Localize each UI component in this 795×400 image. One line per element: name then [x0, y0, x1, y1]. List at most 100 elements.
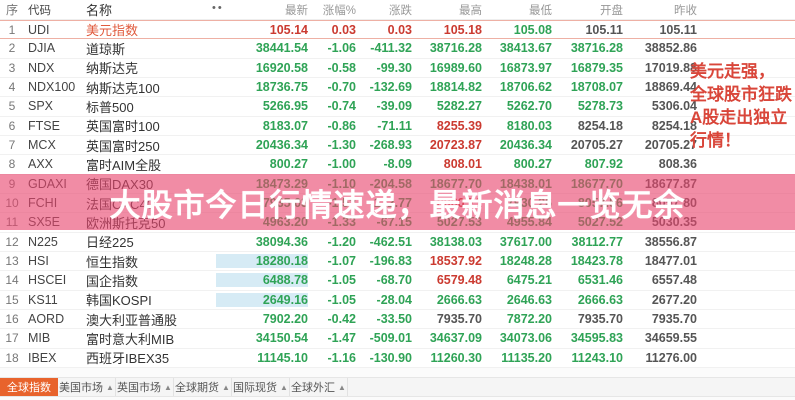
col-low[interactable]: 最低 — [529, 4, 552, 17]
table-row[interactable]: 18 IBEX 西班牙IBEX35 11145.10 -1.16 -130.90… — [0, 348, 795, 368]
tab-label: 英国市场 — [117, 382, 162, 394]
cell-low: 16873.97 — [499, 60, 552, 75]
cell-change: -8.09 — [383, 157, 413, 172]
tab-arrow-icon: ▲ — [222, 382, 230, 392]
cell-change: -509.01 — [369, 331, 412, 346]
cell-pct-change: -1.07 — [327, 254, 357, 269]
table-row[interactable]: 3 NDX 纳斯达克 16920.58 -0.58 -99.30 16989.6… — [0, 58, 795, 78]
cell-high: 18814.82 — [429, 80, 482, 95]
row-seq: 13 — [5, 254, 19, 269]
col-seq[interactable]: 序 — [5, 3, 18, 17]
cell-prev-close: 38852.86 — [644, 41, 697, 56]
row-name: 纳斯达克 — [86, 61, 139, 77]
cell-prev-close: 6557.48 — [651, 273, 697, 288]
row-code: AORD — [28, 312, 65, 327]
column-settings-icon[interactable]: •• — [212, 2, 224, 14]
tab-label: 全球指数 — [7, 382, 51, 394]
row-name: 韩国KOSPI — [86, 293, 152, 309]
row-code: DJIA — [28, 41, 56, 56]
row-name: 道琼斯 — [86, 42, 126, 57]
table-row[interactable]: 6 FTSE 英国富时100 8183.07 -0.86 -71.11 8255… — [0, 116, 795, 136]
cell-low: 5262.70 — [506, 99, 552, 114]
cell-last: 18280.18 — [216, 254, 308, 269]
cell-high: 11260.30 — [430, 350, 482, 365]
cell-pct-change: -0.58 — [327, 60, 357, 75]
cell-last: 800.27 — [269, 157, 308, 172]
cell-prev-close: 2677.20 — [651, 292, 697, 307]
row-seq: 3 — [8, 60, 16, 75]
cell-open: 5278.73 — [577, 99, 623, 114]
cell-change: -68.70 — [376, 273, 412, 288]
cell-open: 16879.35 — [570, 60, 623, 75]
tab-market-3[interactable]: 全球期货 ▲ — [174, 378, 232, 396]
tab-arrow-icon: ▲ — [106, 382, 114, 392]
row-code: MIB — [28, 331, 51, 346]
row-name: 日经225 — [86, 235, 134, 251]
cell-last: 7902.20 — [262, 312, 308, 327]
col-pct[interactable]: 涨幅% — [322, 4, 356, 17]
col-chg[interactable]: 涨跌 — [389, 4, 412, 17]
tab-label: 全球外汇 — [291, 382, 336, 394]
col-code[interactable]: 代码 — [28, 4, 51, 17]
table-row[interactable]: 8 AXX 富时AIM全股 800.27 -1.00 -8.09 808.01 … — [0, 155, 795, 175]
cell-open: 2666.63 — [577, 292, 623, 307]
cell-high: 105.18 — [443, 22, 482, 37]
row-name: 标普500 — [86, 99, 134, 115]
col-name[interactable]: 名称 — [86, 3, 113, 18]
col-last[interactable]: 最新 — [285, 4, 308, 17]
row-seq: 7 — [8, 138, 16, 153]
cell-low: 6475.21 — [506, 273, 552, 288]
cell-last: 16920.58 — [255, 60, 308, 75]
cell-low: 7872.20 — [506, 312, 552, 327]
row-seq: 1 — [8, 22, 16, 37]
table-row[interactable]: 16 AORD 澳大利亚普通股 7902.20 -0.42 -33.50 793… — [0, 309, 795, 330]
cell-last: 5266.95 — [262, 99, 308, 114]
cell-change: -132.69 — [369, 80, 412, 95]
tab-global-indices[interactable]: 全球指数 — [0, 378, 58, 396]
cell-change: 0.03 — [387, 22, 412, 37]
tab-market-5[interactable]: 全球外汇 ▲ — [290, 378, 348, 396]
cell-pct-change: -1.20 — [327, 234, 357, 249]
tab-arrow-icon: ▲ — [164, 382, 172, 392]
table-row[interactable]: 5 SPX 标普500 5266.95 -0.74 -39.09 5282.27… — [0, 97, 795, 117]
cell-open: 38112.77 — [571, 234, 623, 249]
table-row[interactable]: 14 HSCEI 国企指数 6488.78 -1.05 -68.70 6579.… — [0, 271, 795, 291]
cell-change: -462.51 — [369, 234, 412, 249]
cell-last: 11145.10 — [257, 350, 308, 365]
table-row[interactable]: 7 MCX 英国富时250 20436.34 -1.30 -268.93 207… — [0, 135, 795, 156]
row-seq: 8 — [8, 157, 16, 172]
cell-prev-close: 34659.55 — [644, 331, 697, 346]
tab-market-4[interactable]: 国际现货 ▲ — [232, 378, 290, 396]
cell-pct-change: -1.06 — [327, 41, 357, 56]
tab-label: 美国市场 — [59, 382, 104, 394]
tab-arrow-icon: ▲ — [280, 382, 288, 392]
col-open[interactable]: 开盘 — [600, 4, 623, 17]
cell-open: 11243.10 — [571, 350, 623, 365]
tab-market-1[interactable]: 美国市场 ▲ — [58, 378, 116, 396]
col-high[interactable]: 最高 — [459, 4, 482, 17]
row-code: SPX — [28, 99, 54, 114]
cell-prev-close: 17019.88 — [644, 60, 697, 75]
tab-market-2[interactable]: 英国市场 ▲ — [116, 378, 174, 396]
row-code: KS11 — [28, 292, 58, 307]
cell-change: -196.83 — [369, 254, 412, 269]
cell-last: 38094.36 — [255, 234, 308, 249]
table-row[interactable]: 4 NDX100 纳斯达克100 18736.75 -0.70 -132.69 … — [0, 77, 795, 98]
cell-high: 18537.92 — [429, 254, 482, 269]
table-row[interactable]: 15 KS11 韩国KOSPI 2649.16 -1.05 -28.04 266… — [0, 290, 795, 310]
row-seq: 4 — [8, 80, 16, 95]
table-row[interactable]: 1 UDI 美元指数 105.14 0.03 0.03 105.18 105.0… — [0, 20, 795, 40]
cell-pct-change: -1.16 — [327, 350, 357, 365]
cell-open: 807.92 — [584, 157, 623, 172]
col-prev[interactable]: 昨收 — [674, 4, 697, 17]
row-name: 国企指数 — [86, 273, 139, 289]
table-row[interactable]: 2 DJIA 道琼斯 38441.54 -1.06 -411.32 38716.… — [0, 39, 795, 59]
row-seq: 14 — [5, 273, 19, 288]
table-row[interactable]: 12 N225 日经225 38094.36 -1.20 -462.51 381… — [0, 232, 795, 252]
row-seq: 6 — [8, 118, 16, 133]
table-row[interactable]: 13 HSI 恒生指数 18280.18 -1.07 -196.83 18537… — [0, 251, 795, 272]
cell-open: 18423.78 — [570, 254, 623, 269]
table-row[interactable]: 17 MIB 富时意大利MIB 34150.54 -1.47 -509.01 3… — [0, 329, 795, 349]
cell-prev-close: 18869.44 — [644, 80, 697, 95]
row-code: IBEX — [28, 350, 57, 365]
